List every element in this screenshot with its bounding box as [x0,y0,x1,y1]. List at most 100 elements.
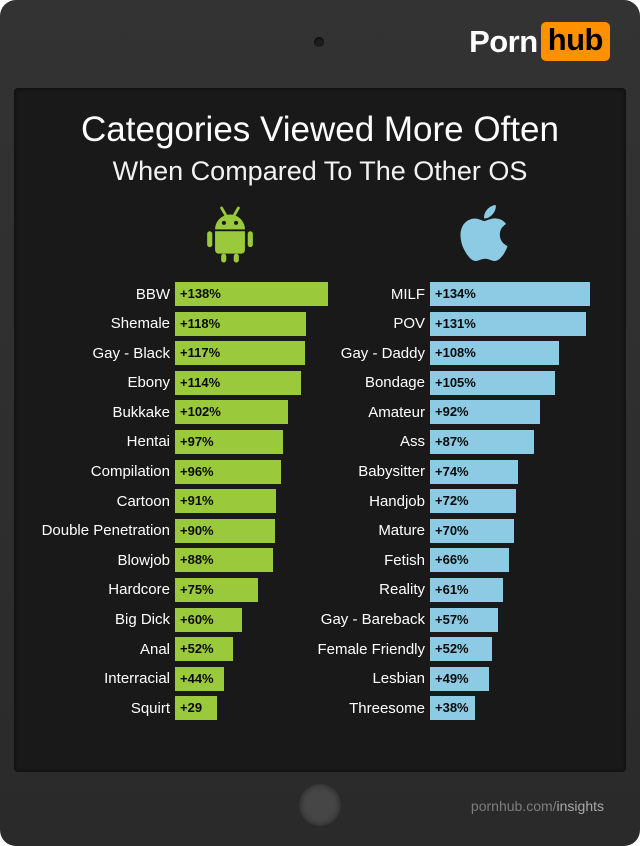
android-icon [202,205,258,265]
value-bar: +75% [175,577,258,602]
value-bar: +108% [430,341,559,366]
bar-row: Cartoon +91% [20,489,328,514]
value-bar: +131% [430,311,586,336]
value-bar: +29 [175,696,217,721]
category-label: POV [393,315,425,333]
bar-row: Hentai +97% [20,429,328,454]
category-label: Lesbian [372,670,425,688]
category-label: Bukkake [112,403,170,421]
bar-row: Bukkake +102% [20,400,328,425]
footer-link: pornhub.com/insights [471,798,604,814]
bar-row: Interracial +44% [20,666,328,691]
bar-row: Handjob +72% [284,489,590,514]
bar-row: Bondage +105% [284,370,590,395]
value-bar: +96% [175,459,281,484]
value-bar: +60% [175,607,242,632]
category-label: Female Friendly [317,640,425,658]
value-bar: +52% [175,637,233,662]
logo-porn: Porn [469,23,538,59]
bar-row: Gay - Black +117% [20,341,328,366]
value-bar: +74% [430,459,518,484]
value-bar: +105% [430,370,555,395]
bar-row: Babysitter +74% [284,459,590,484]
category-label: Squirt [130,699,170,717]
category-label: Hentai [126,433,170,451]
category-label: Shemale [110,315,170,333]
category-label: Mature [378,522,425,540]
category-label: Gay - Black [92,344,170,362]
category-label: Compilation [90,463,170,481]
page-subtitle: When Compared To The Other OS [112,156,528,186]
bar-row: Mature +70% [284,518,590,543]
value-bar: +114% [175,370,301,395]
footer-page: insights [556,798,604,814]
ios-bar-column: MILF +134% POV +131% Gay - Daddy +108% Bondage… [284,282,590,726]
value-bar: +134% [430,282,590,306]
bar-row: Big Dick +60% [20,607,328,632]
bar-row: POV +131% [284,311,590,336]
value-bar: +90% [175,518,275,543]
category-label: Big Dick [114,611,170,629]
android-bar-column: BBW +138% Shemale +118% Gay - Black +117% Ebon… [20,282,328,726]
bar-row: Anal +52% [20,637,328,662]
value-bar: +61% [430,577,503,602]
infographic-panel: Categories Viewed More Often When Compar… [14,88,626,772]
bar-row: Gay - Bareback +57% [284,607,590,632]
bar-row: Shemale +118% [20,311,328,336]
bar-row: Amateur +92% [284,400,590,425]
bar-row: Threesome +38% [284,696,590,721]
category-label: Cartoon [116,492,170,510]
category-label: Fetish [384,551,425,569]
value-bar: +118% [175,311,306,336]
camera-dot [314,37,324,47]
bar-row: Ebony +114% [20,370,328,395]
apple-icon [460,201,510,265]
category-label: BBW [135,285,170,303]
category-label: Interracial [104,670,170,688]
bar-row: MILF +134% [284,282,590,306]
value-bar: +117% [175,341,305,366]
value-bar: +52% [430,637,492,662]
category-label: Babysitter [358,463,425,481]
footer-site: pornhub.com/ [470,798,557,814]
value-bar: +138% [175,282,328,306]
category-label: Anal [139,640,170,658]
category-label: Reality [379,581,425,599]
bar-row: Female Friendly +52% [284,637,590,662]
value-bar: +66% [430,548,509,573]
category-label: Ebony [127,374,170,392]
value-bar: +49% [430,666,489,691]
value-bar: +70% [430,518,514,543]
value-bar: +102% [175,400,288,425]
bar-row: Compilation +96% [20,459,328,484]
bar-row: BBW +138% [20,282,328,306]
value-bar: +88% [175,548,273,573]
category-label: Amateur [368,403,425,421]
value-bar: +92% [430,400,540,425]
pornhub-logo: Porn hub [469,22,610,61]
value-bar: +38% [430,696,475,721]
value-bar: +91% [175,489,276,514]
value-bar: +87% [430,429,534,454]
home-button [299,784,341,826]
category-label: Gay - Bareback [320,611,425,629]
bar-row: Reality +61% [284,577,590,602]
category-label: Threesome [349,699,425,717]
value-bar: +72% [430,489,516,514]
category-label: Blowjob [117,551,170,569]
value-bar: +57% [430,607,498,632]
category-label: Hardcore [108,581,170,599]
category-label: Ass [399,433,425,451]
bar-row: Squirt +29 [20,696,328,721]
category-label: Double Penetration [41,522,170,540]
bar-row: Hardcore +75% [20,577,328,602]
bar-row: Double Penetration +90% [20,518,328,543]
logo-hub: hub [540,22,610,61]
category-label: MILF [390,285,425,303]
bar-row: Fetish +66% [284,548,590,573]
bar-row: Ass +87% [284,429,590,454]
category-label: Gay - Daddy [340,344,425,362]
category-label: Handjob [369,492,425,510]
page-title: Categories Viewed More Often [81,110,559,149]
